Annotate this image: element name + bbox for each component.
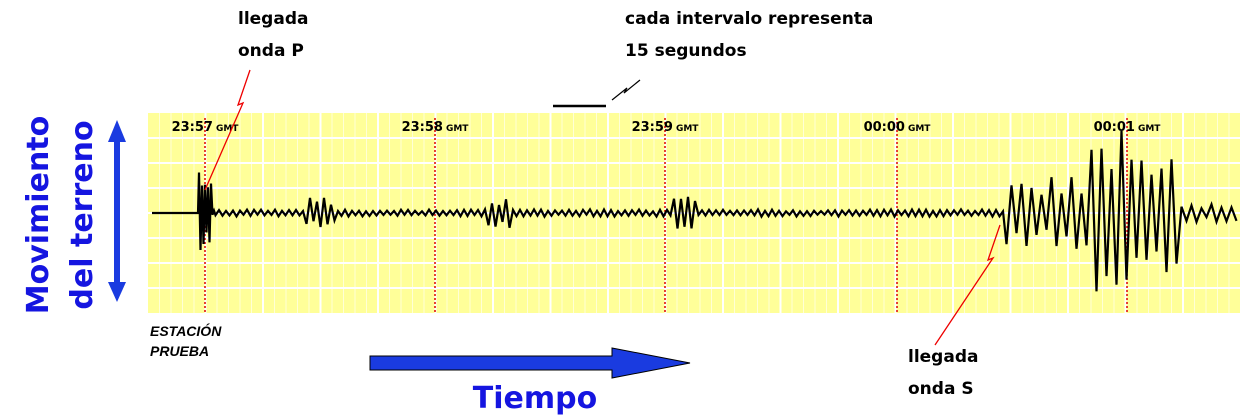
time: 23:59 bbox=[632, 120, 673, 135]
time: 00:01 bbox=[1094, 120, 1135, 135]
scale-pointer bbox=[611, 79, 641, 101]
time-label: 00:00 GMT bbox=[864, 120, 932, 135]
vertical-axis-label: Movimiento bbox=[21, 116, 56, 315]
interval-note: 15 segundos bbox=[625, 41, 747, 61]
vertical-axis-label: del terreno bbox=[65, 120, 100, 309]
time: 23:57 bbox=[172, 120, 213, 135]
station-label: ESTACIÓN bbox=[150, 322, 222, 339]
s-wave-label: llegada bbox=[908, 347, 978, 367]
time-arrow bbox=[369, 347, 691, 379]
p-wave-label: onda P bbox=[238, 41, 304, 61]
vertical-arrow bbox=[108, 120, 126, 302]
station-label: PRUEBA bbox=[150, 343, 209, 359]
zone: GMT bbox=[1138, 124, 1161, 134]
seismic-trace bbox=[152, 131, 1238, 292]
p-wave-label: llegada bbox=[238, 9, 308, 29]
horizontal-axis-label: Tiempo bbox=[473, 381, 597, 416]
zone: GMT bbox=[676, 124, 699, 134]
s-wave-label: onda S bbox=[908, 379, 974, 399]
p-wave-pointer bbox=[204, 69, 251, 191]
time-label: 23:59 GMT bbox=[632, 120, 700, 135]
time-label: 00:01 GMT bbox=[1094, 120, 1162, 135]
time: 00:00 bbox=[864, 120, 905, 135]
zone: GMT bbox=[908, 124, 931, 134]
time-label: 23:57 GMT bbox=[172, 120, 240, 135]
time-label: 23:58 GMT bbox=[402, 120, 470, 135]
zone: GMT bbox=[216, 124, 239, 134]
time: 23:58 bbox=[402, 120, 443, 135]
interval-note: cada intervalo representa bbox=[625, 9, 873, 29]
zone: GMT bbox=[446, 124, 469, 134]
s-wave-pointer bbox=[934, 224, 1001, 346]
